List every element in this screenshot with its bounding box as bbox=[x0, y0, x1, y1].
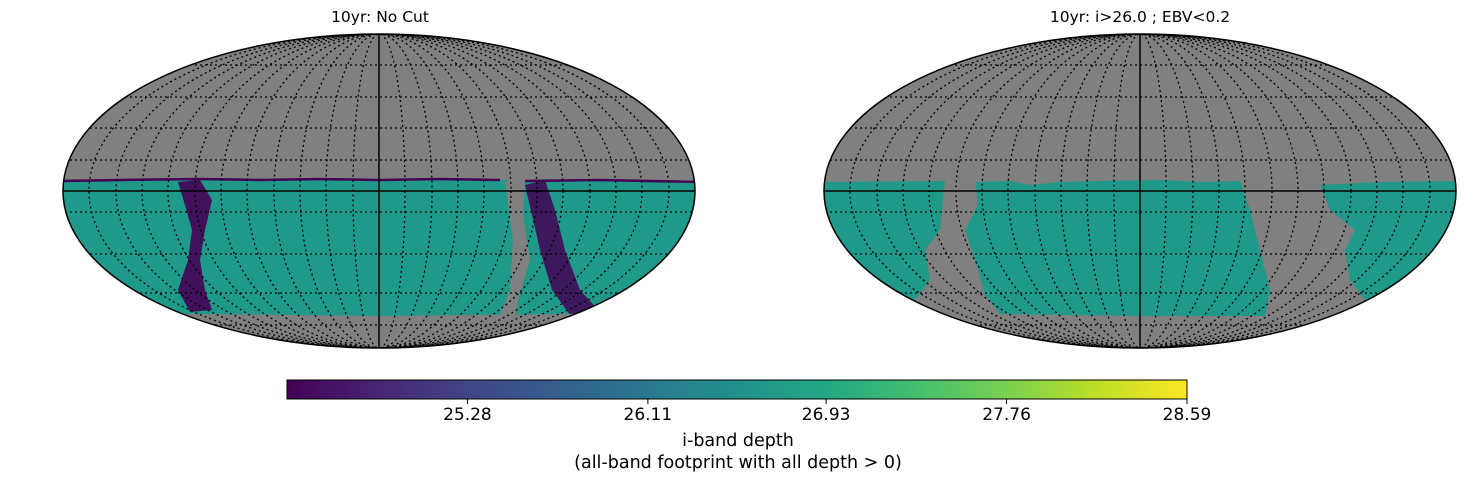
galactic-gap-left bbox=[498, 180, 530, 330]
shallow-strip-east bbox=[525, 180, 600, 315]
map-outline-left bbox=[62, 33, 696, 349]
map-title-right: 10yr: i>26.0 ; EBV<0.2 bbox=[1049, 8, 1231, 26]
map-title-left: 10yr: No Cut bbox=[331, 8, 429, 26]
mollweide-map-left bbox=[62, 33, 696, 349]
colorbar bbox=[286, 379, 1188, 404]
map-outline-right bbox=[823, 33, 1457, 349]
mollweide-map-right bbox=[823, 33, 1457, 349]
shallow-edge-top-2 bbox=[524, 178, 695, 184]
depth-footprint-left bbox=[63, 177, 695, 348]
colorbar-ticks bbox=[466, 399, 1188, 404]
footprint-south-boundary-left bbox=[63, 312, 695, 348]
shallow-edge-top bbox=[63, 177, 501, 183]
colorbar-tick-label: 25.28 bbox=[443, 405, 492, 425]
colorbar-frame bbox=[286, 379, 1188, 400]
colorbar-tick-label: 26.11 bbox=[623, 405, 673, 425]
colorbar-tick-label: 27.76 bbox=[982, 405, 1031, 425]
footprint-region-central bbox=[965, 180, 1270, 316]
colorbar-sublabel: (all-band footprint with all depth > 0) bbox=[574, 453, 902, 473]
colorbar-tick-label: 26.93 bbox=[801, 405, 851, 425]
colorbar-label: i-band depth bbox=[682, 431, 794, 451]
shallow-strip-west bbox=[178, 180, 212, 312]
colorbar-tick-label: 28.59 bbox=[1162, 405, 1212, 425]
colorbar-gradient bbox=[287, 380, 1187, 399]
